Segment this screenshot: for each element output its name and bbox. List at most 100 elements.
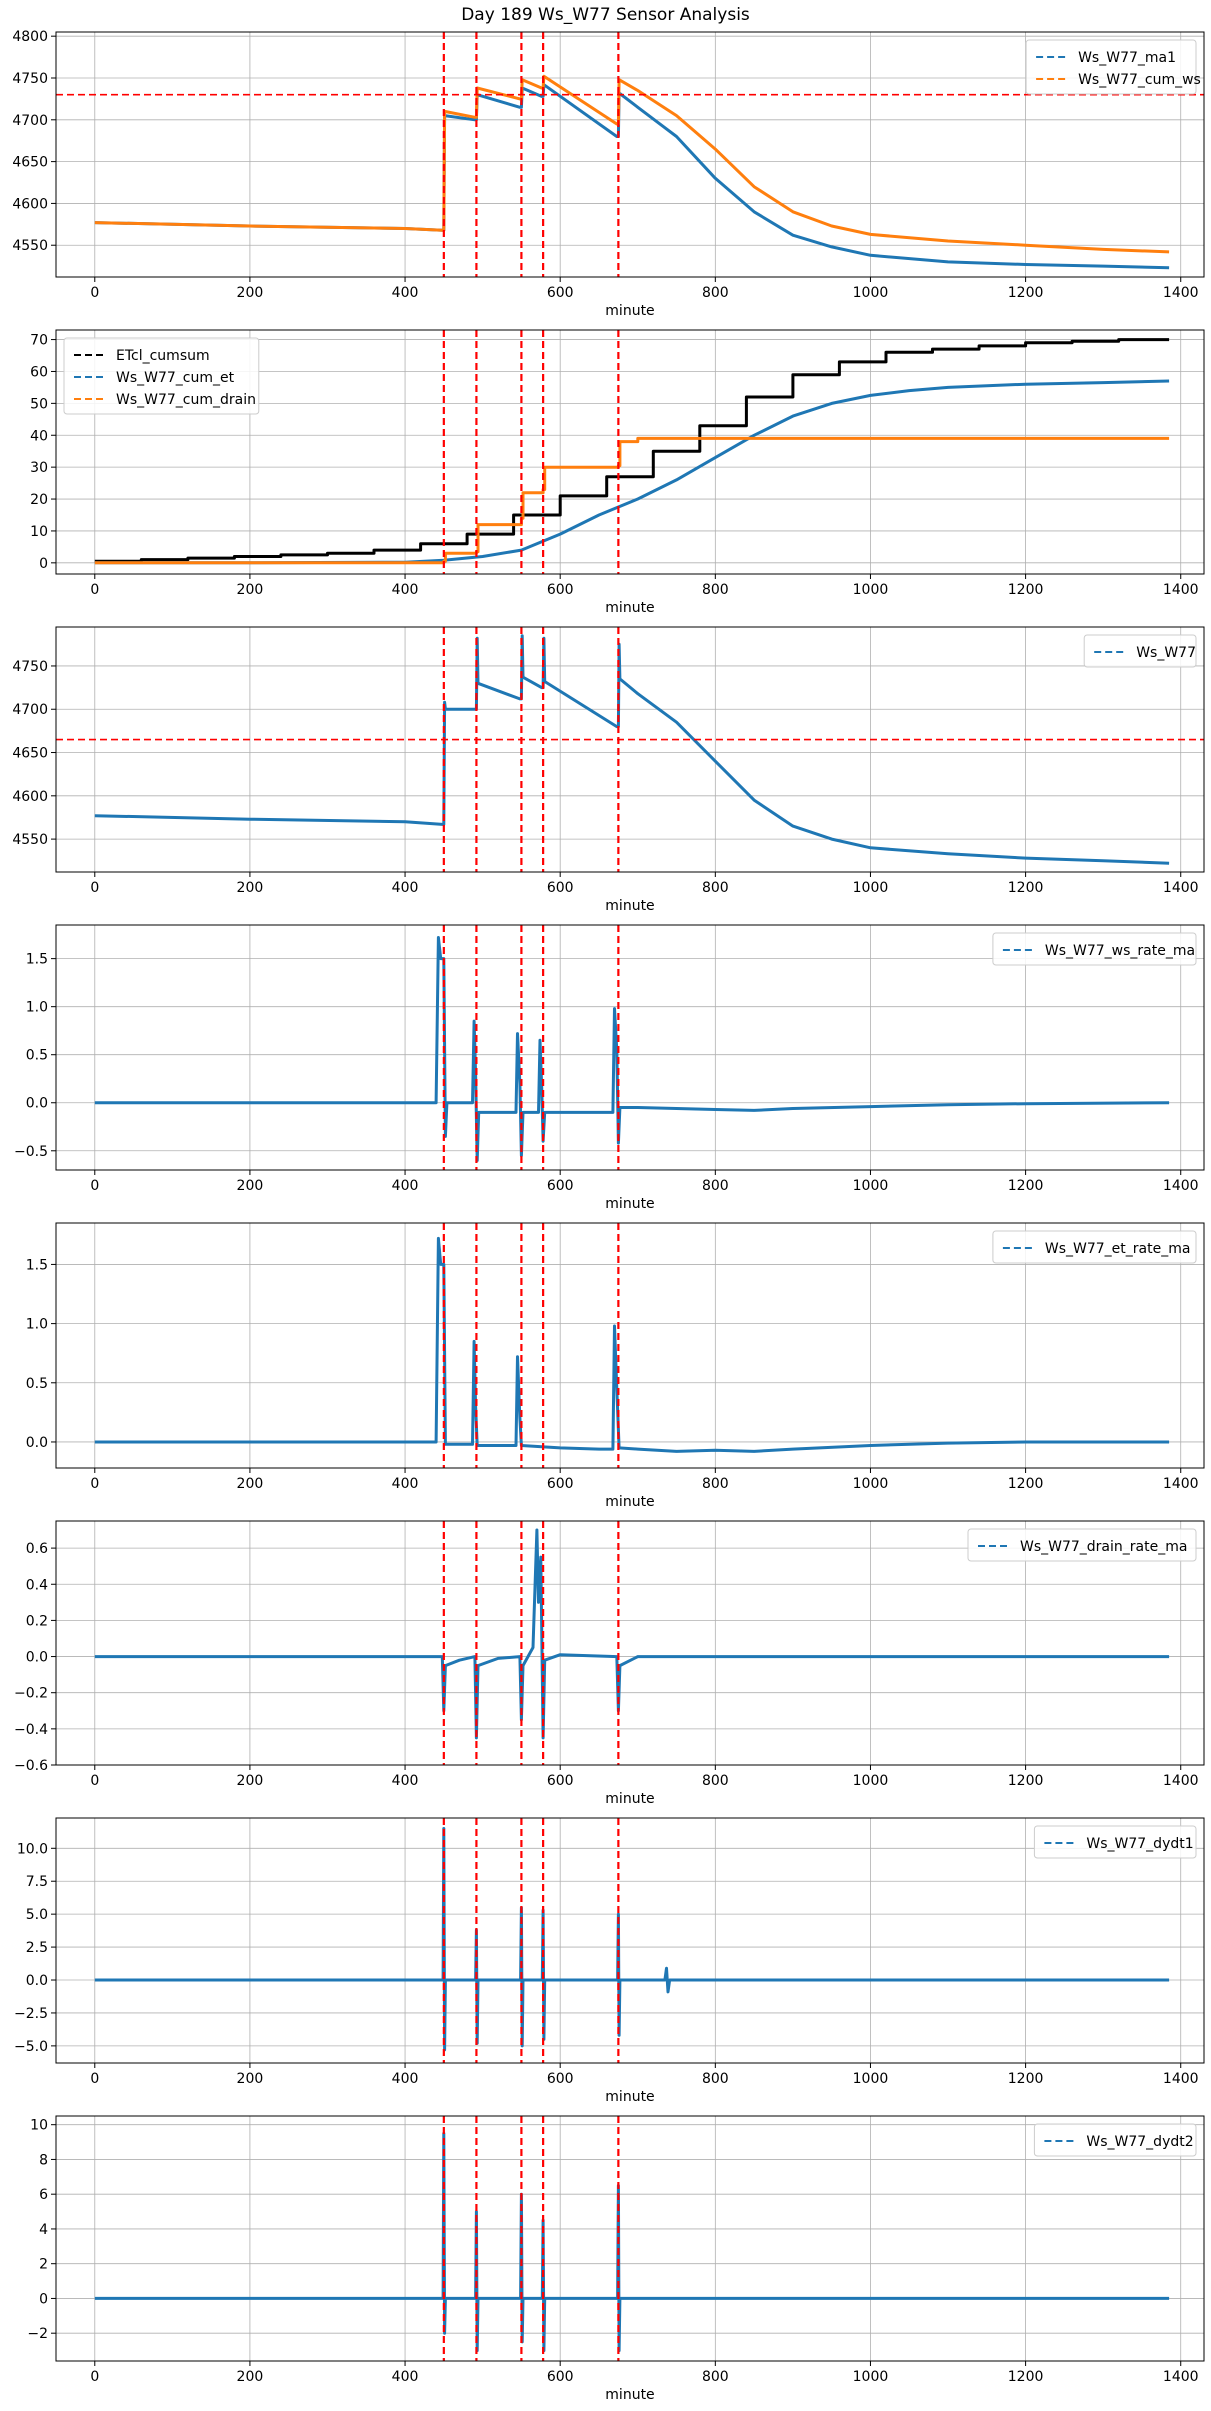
figure-title: Day 189 Ws_W77 Sensor Analysis [461, 5, 750, 25]
x-tick-label: 600 [547, 582, 574, 598]
y-tick-label: 1.0 [26, 1317, 48, 1333]
x-tick-label: 600 [547, 2071, 574, 2087]
x-tick-label: 1000 [853, 1476, 889, 1492]
y-tick-label: 4700 [12, 702, 48, 718]
axes-frame [55, 1222, 1205, 1469]
x-tick-label: 800 [702, 2071, 729, 2087]
x-tick-label: 800 [702, 1773, 729, 1789]
x-tick-label: 1000 [853, 582, 889, 598]
y-tick-label: 40 [30, 428, 48, 444]
y-tick-label: 0.0 [26, 1435, 48, 1451]
x-tick-label: 800 [702, 2369, 729, 2385]
y-tick-label: 0.4 [26, 1577, 48, 1593]
plot-area [94, 1521, 1170, 1765]
plot-area [94, 1818, 1170, 2063]
x-tick-label: 600 [547, 880, 574, 896]
y-tick-label: 50 [30, 396, 48, 412]
series-Ws_W77_cum_et [94, 379, 1170, 565]
legend: Ws_W77_dydt2 [1033, 2123, 1197, 2157]
y-tick-label: 4600 [12, 789, 48, 805]
legend-label: Ws_W77_cum_et [116, 370, 235, 386]
y-tick-label: 30 [30, 460, 48, 476]
x-tick-label: 0 [90, 2369, 99, 2385]
subplot-1: 0 200 400 600 800 1000 1200 1400 4550 4600 4650 470… [12, 29, 1205, 319]
y-tick-label: 4600 [12, 196, 48, 212]
x-tick-label: 0 [90, 582, 99, 598]
legend: ETcl_cumsum Ws_W77_cum_et Ws_W77_cum_drain [63, 337, 260, 415]
series-ETcl_cumsum [94, 338, 1170, 563]
y-tick-label: 70 [30, 333, 48, 349]
x-tick-label: 1000 [853, 880, 889, 896]
series-Ws_W77_dydt1 [94, 1827, 1170, 2052]
x-tick-label: 1400 [1163, 285, 1199, 301]
x-tick-label: 1400 [1163, 2369, 1199, 2385]
x-tick-label: 600 [547, 285, 574, 301]
subplot-6: 0 200 400 600 800 1000 1200 1400 −0.6 −0.4 −0.2 0.0… [14, 1520, 1205, 1807]
x-tick-label: 1200 [1008, 2369, 1044, 2385]
y-tick-label: 1.0 [26, 1000, 48, 1016]
legend: Ws_W77_ma1 Ws_W77_cum_ws [1025, 39, 1201, 95]
legend-label: Ws_W77_dydt1 [1086, 1836, 1193, 1852]
x-tick-label: 400 [392, 1773, 419, 1789]
series-Ws_W77 [94, 634, 1170, 865]
x-tick-label: 600 [547, 1476, 574, 1492]
x-axis-label: minute [605, 303, 654, 319]
axes-frame [55, 924, 1205, 1171]
y-tick-label: 6 [39, 2187, 48, 2203]
x-tick-label: 1400 [1163, 1476, 1199, 1492]
x-tick-label: 200 [237, 1178, 264, 1194]
x-tick-label: 1200 [1008, 2071, 1044, 2087]
y-tick-label: 0.2 [26, 1613, 48, 1629]
plot-area [94, 925, 1170, 1170]
y-tick-label: 0 [39, 2291, 48, 2307]
y-tick-label: 4650 [12, 746, 48, 762]
plot-area [94, 330, 1170, 574]
y-tick-label: 0.0 [26, 1973, 48, 1989]
x-axis-label: minute [605, 1791, 654, 1807]
x-tick-label: 1400 [1163, 2071, 1199, 2087]
y-tick-label: 60 [30, 364, 48, 380]
series-Ws_W77_ma1 [94, 83, 1170, 270]
y-tick-label: 10.0 [17, 1841, 48, 1857]
x-axis-label: minute [605, 1196, 654, 1212]
x-tick-label: 1200 [1008, 285, 1044, 301]
plot-area [94, 2116, 1170, 2361]
x-tick-label: 1000 [853, 2369, 889, 2385]
y-tick-label: 2.5 [26, 1940, 48, 1956]
y-tick-label: 0 [39, 556, 48, 572]
y-tick-label: 10 [30, 2118, 48, 2134]
axes-frame [55, 626, 1205, 873]
legend-box [967, 1528, 1197, 1562]
y-tick-label: 2 [39, 2257, 48, 2273]
x-tick-label: 0 [90, 1178, 99, 1194]
x-tick-label: 1000 [853, 285, 889, 301]
x-tick-label: 400 [392, 582, 419, 598]
x-tick-label: 200 [237, 2369, 264, 2385]
y-tick-label: 1.5 [26, 952, 48, 968]
x-tick-label: 1000 [853, 2071, 889, 2087]
y-tick-label: 0.6 [26, 1541, 48, 1557]
y-tick-label: 4750 [12, 71, 48, 87]
y-tick-label: −0.4 [14, 1722, 48, 1738]
y-tick-label: −2.5 [14, 2006, 48, 2022]
y-tick-label: −0.2 [14, 1686, 48, 1702]
y-tick-label: 20 [30, 492, 48, 508]
x-tick-label: 800 [702, 285, 729, 301]
x-tick-label: 400 [392, 2071, 419, 2087]
x-tick-label: 600 [547, 1773, 574, 1789]
legend: Ws_W77_ws_rate_ma [992, 932, 1197, 966]
x-tick-label: 800 [702, 1476, 729, 1492]
x-tick-label: 800 [702, 1178, 729, 1194]
x-tick-label: 800 [702, 880, 729, 896]
legend-label: Ws_W77_ws_rate_ma [1045, 943, 1195, 959]
legend-box [1033, 2123, 1197, 2157]
y-tick-label: 4650 [12, 155, 48, 171]
y-tick-label: 4750 [12, 659, 48, 675]
legend-label: ETcl_cumsum [116, 348, 210, 364]
x-tick-label: 1200 [1008, 582, 1044, 598]
x-tick-label: 400 [392, 285, 419, 301]
x-tick-label: 1400 [1163, 582, 1199, 598]
legend-label: Ws_W77_cum_ws [1078, 72, 1201, 88]
legend-box [992, 1230, 1197, 1264]
